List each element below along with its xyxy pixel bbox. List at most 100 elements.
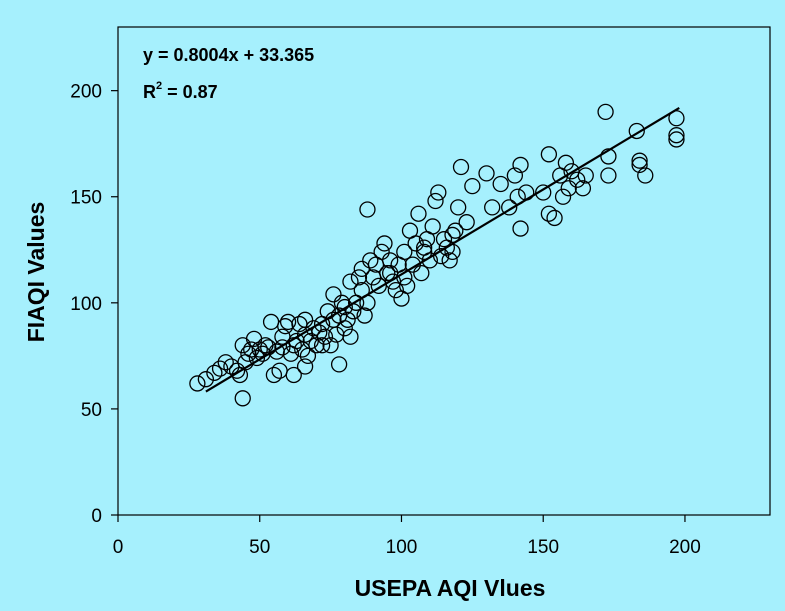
y-axis-title: FIAQI Values xyxy=(23,202,49,343)
x-tick-label: 150 xyxy=(527,537,559,558)
x-tick-label: 100 xyxy=(386,537,418,558)
scatter-point xyxy=(274,339,291,356)
scatter-point xyxy=(546,209,563,227)
y-axis-ticks: 0 50 100 150 200 xyxy=(70,82,118,527)
scatter-point xyxy=(342,273,359,290)
scatter-point xyxy=(506,167,524,184)
scatter-point xyxy=(248,349,266,367)
scatter-point xyxy=(228,362,246,379)
scatter-point xyxy=(285,366,302,384)
scatter-point xyxy=(447,222,464,239)
r-squared-annotation: R2 = 0.87 xyxy=(143,80,218,102)
scatter-point xyxy=(512,156,529,174)
x-axis-ticks: 0 50 100 150 200 xyxy=(113,515,701,558)
scatter-point xyxy=(464,177,481,195)
equation-annotation: y = 0.8004x + 33.365 xyxy=(143,45,314,65)
x-tick-label: 0 xyxy=(113,537,124,558)
scatter-point xyxy=(316,328,334,345)
scatter-point xyxy=(189,375,206,392)
scatter-point xyxy=(404,256,421,273)
scatter-point xyxy=(381,252,399,269)
scatter-point xyxy=(535,184,552,201)
scatter-point xyxy=(240,345,257,362)
scatter-point xyxy=(350,269,368,286)
scatter-point xyxy=(305,320,322,337)
scatter-point xyxy=(265,366,283,384)
scatter-point xyxy=(557,154,575,171)
scatter-point xyxy=(600,148,617,165)
scatter-point xyxy=(416,243,433,261)
scatter-point xyxy=(387,281,404,299)
scatter-point xyxy=(668,127,685,144)
scatter-point xyxy=(512,220,529,237)
scatter-point xyxy=(234,390,251,407)
scatter-point xyxy=(540,205,558,222)
y-tick-label: 150 xyxy=(70,188,102,209)
scatter-point xyxy=(450,199,467,216)
scatter-point xyxy=(427,192,444,210)
scatter-point xyxy=(410,205,427,222)
scatter-point xyxy=(631,156,648,174)
scatter-point xyxy=(540,146,558,163)
scatter-point xyxy=(296,358,314,375)
scatter-point xyxy=(569,171,586,188)
scatter-point xyxy=(311,324,328,341)
x-tick-label: 200 xyxy=(669,537,701,558)
scatter-point xyxy=(296,311,314,328)
scatter-point xyxy=(413,264,430,282)
scatter-point xyxy=(430,184,447,201)
scatter-point xyxy=(600,167,617,184)
x-axis-title: USEPA AQI Vlues xyxy=(355,575,546,601)
y-tick-label: 200 xyxy=(70,82,102,103)
scatter-point xyxy=(206,364,223,381)
scatter-point xyxy=(274,328,291,345)
scatter-point xyxy=(441,252,458,269)
scatter-point xyxy=(597,103,614,121)
scatter-point xyxy=(637,167,654,184)
scatter-point xyxy=(356,307,373,324)
scatter-point xyxy=(359,201,376,218)
scatter-point xyxy=(501,199,518,216)
scatter-point xyxy=(458,214,475,231)
scatter-point xyxy=(484,199,501,216)
scatter-point xyxy=(668,131,685,148)
scatter-point xyxy=(396,243,413,261)
scatter-point xyxy=(398,277,416,295)
scatter-point xyxy=(373,243,390,261)
scatter-point xyxy=(251,341,268,358)
scatter-point xyxy=(325,286,342,303)
scatter-point xyxy=(217,354,234,371)
scatter-point xyxy=(336,298,353,316)
scatter-point xyxy=(376,235,393,252)
scatter-point xyxy=(444,226,461,244)
scatter-point xyxy=(308,337,325,354)
scatter-point xyxy=(424,218,441,235)
scatter-point xyxy=(211,360,229,377)
x-tick-label: 50 xyxy=(249,537,270,558)
scatter-point xyxy=(628,122,645,140)
scatter-point xyxy=(416,239,433,256)
scatter-point xyxy=(560,180,577,197)
scatter-point xyxy=(554,188,572,205)
scatter-point xyxy=(279,313,297,331)
scatter-point xyxy=(452,158,470,176)
scatter-point xyxy=(574,180,592,197)
plot-area xyxy=(117,26,771,516)
scatter-point xyxy=(330,356,348,373)
trend-line xyxy=(205,107,680,393)
scatter-point xyxy=(362,252,379,269)
y-tick-label: 0 xyxy=(91,506,102,527)
scatter-point xyxy=(313,337,331,354)
scatter-point xyxy=(336,320,353,337)
scatter-point xyxy=(197,371,215,388)
scatter-point xyxy=(339,311,356,328)
scatter-point xyxy=(478,165,495,182)
scatter-point xyxy=(631,152,648,169)
scatter-point xyxy=(492,175,509,193)
scatter-point xyxy=(577,167,594,184)
y-tick-label: 50 xyxy=(81,400,102,421)
scatter-point xyxy=(435,231,453,248)
scatter-point xyxy=(407,235,424,252)
